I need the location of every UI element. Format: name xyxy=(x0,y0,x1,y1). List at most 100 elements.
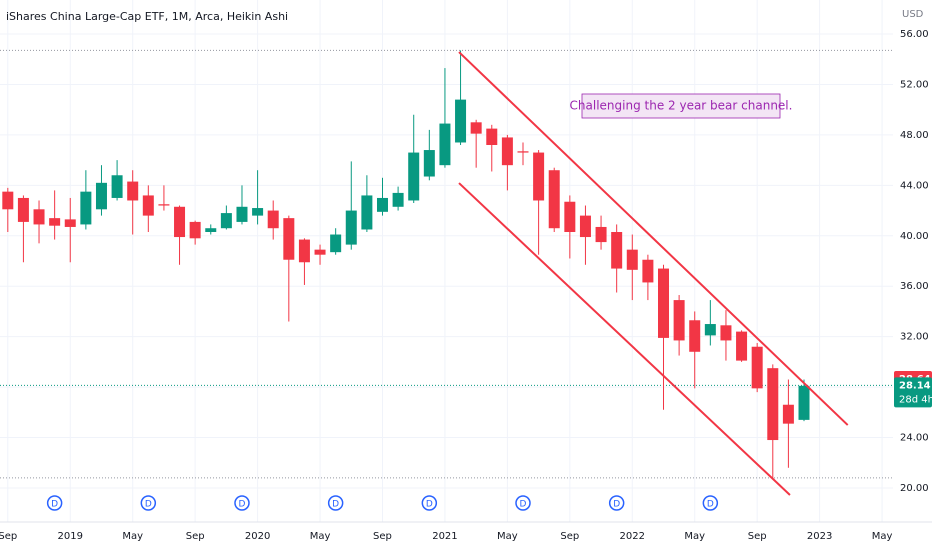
x-tick-label: 2022 xyxy=(620,531,645,542)
last-price-label: 28.14 xyxy=(899,380,931,391)
x-tick-label: Sep xyxy=(0,531,17,542)
channel-line xyxy=(458,51,849,426)
candle-body xyxy=(220,213,232,229)
dividend-marker xyxy=(234,495,250,511)
candle-body xyxy=(330,234,342,253)
dividend-label: D xyxy=(145,500,152,510)
marks xyxy=(2,50,810,478)
candle-body xyxy=(376,197,388,212)
dividend-label: D xyxy=(613,500,620,510)
candle-body xyxy=(158,204,170,206)
candle-body xyxy=(595,226,607,243)
x-tick-label: 2021 xyxy=(432,531,457,542)
x-tick-label: Sep xyxy=(748,531,767,542)
candle-body xyxy=(252,208,264,216)
dividend-label: D xyxy=(520,500,527,510)
candle-body xyxy=(283,218,295,260)
candle-body xyxy=(423,150,435,177)
annotation: Challenging the 2 year bear channel. xyxy=(570,99,793,113)
candle-body xyxy=(142,195,154,216)
y-tick-label: 48.00 xyxy=(900,130,929,141)
candle-body xyxy=(392,192,404,207)
y-tick-label: 40.00 xyxy=(900,231,929,242)
candle-body xyxy=(486,128,498,145)
candle-body xyxy=(95,182,107,210)
candle-body xyxy=(127,181,139,201)
x-tick-label: May xyxy=(310,531,331,542)
x-tick-label: 2019 xyxy=(58,531,83,542)
candle-body xyxy=(548,170,560,229)
x-tick-label: May xyxy=(497,531,518,542)
candle-body xyxy=(17,197,29,222)
candle-body xyxy=(2,191,14,210)
dividend-marker xyxy=(515,495,531,511)
candle-body xyxy=(533,152,545,201)
candle-body xyxy=(673,300,685,341)
candle-body xyxy=(798,385,810,420)
y-tick-label: 44.00 xyxy=(900,180,929,191)
candle-body xyxy=(205,228,217,232)
candle-body xyxy=(751,346,763,389)
candle-body xyxy=(111,175,123,198)
candle-body xyxy=(298,239,310,263)
dividend-label: D xyxy=(426,500,433,510)
dividend-marker xyxy=(608,495,625,511)
candle-body xyxy=(49,218,61,226)
candle-body xyxy=(658,268,670,338)
y-tick-label: 56.00 xyxy=(900,29,929,40)
y-tick-label: 20.00 xyxy=(900,483,929,494)
candle-body xyxy=(767,368,779,441)
candle-body xyxy=(439,123,451,166)
x-tick-label: 2023 xyxy=(807,531,832,542)
x-tick-label: Sep xyxy=(186,531,205,542)
candle-body xyxy=(64,219,76,227)
chart-title: iShares China Large-Cap ETF, 1M, Arca, H… xyxy=(6,10,288,23)
candle-body xyxy=(501,137,513,166)
x-tick-label: May xyxy=(122,531,143,542)
candle-body xyxy=(361,195,373,230)
y-tick-label: 36.00 xyxy=(900,281,929,292)
candle-body xyxy=(736,331,748,361)
dividend-label: D xyxy=(707,500,714,510)
candle-body xyxy=(189,221,201,239)
dividend-marker xyxy=(421,495,438,511)
candle-body xyxy=(720,325,732,341)
y-tick-label: 24.00 xyxy=(900,433,929,444)
candle-body xyxy=(470,122,482,134)
dividend-label: D xyxy=(239,500,246,510)
dividend-marker xyxy=(327,495,344,511)
currency: USD xyxy=(902,9,924,20)
x-tick-label: Sep xyxy=(373,531,392,542)
candle-body xyxy=(80,191,92,225)
candle-body xyxy=(626,249,638,270)
candle-body xyxy=(314,249,326,255)
candle-body xyxy=(345,210,357,245)
dividend-label: D xyxy=(51,500,58,510)
candle-body xyxy=(517,151,529,153)
candle-body xyxy=(642,259,654,283)
candle-body xyxy=(267,210,279,229)
candle-body xyxy=(33,209,45,225)
candle-body xyxy=(455,99,467,143)
dividend-marker xyxy=(140,495,157,511)
last-price-box xyxy=(894,377,932,408)
x-tick-label: May xyxy=(872,531,893,542)
annotation-box xyxy=(581,93,781,119)
candle-body xyxy=(704,324,716,336)
candle-body xyxy=(579,215,591,238)
grid xyxy=(0,0,893,522)
y-tick-label: 32.00 xyxy=(900,332,929,343)
dividend-marker xyxy=(702,495,719,511)
x-tick-label: Sep xyxy=(560,531,579,542)
countdown: 28d 4h xyxy=(899,394,932,405)
candle-body xyxy=(611,232,623,269)
dividend-marker xyxy=(46,495,63,511)
candle-body xyxy=(174,206,186,238)
x-tick-label: May xyxy=(684,531,705,542)
channel-line xyxy=(458,182,791,496)
candle-body xyxy=(782,404,794,424)
y-tick-label: 52.00 xyxy=(900,79,929,90)
